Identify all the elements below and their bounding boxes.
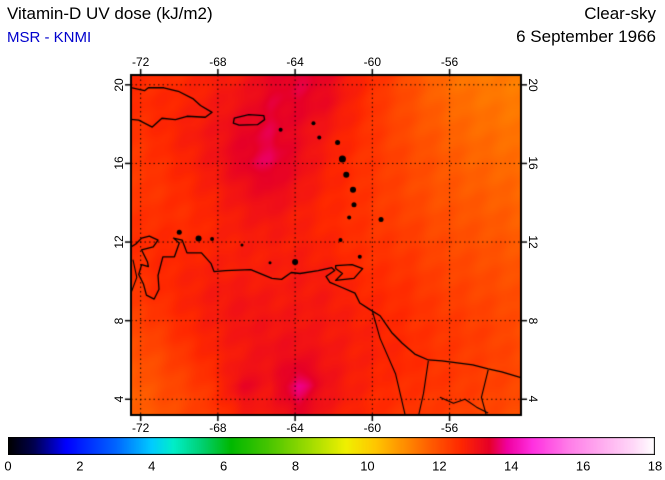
x-axis-label-top: -56	[440, 55, 459, 69]
colorbar-tick-label: 2	[76, 458, 84, 474]
x-axis-label-top: -72	[131, 55, 150, 69]
colorbar-tick-label: 16	[575, 458, 591, 474]
y-axis-label-right: 4	[526, 395, 540, 403]
colorbar-canvas	[8, 437, 655, 455]
y-axis-label-left: 20	[112, 78, 126, 92]
colorbar-tick-label: 8	[291, 458, 300, 474]
y-axis-label-right: 20	[526, 78, 540, 92]
x-axis-label-top: -64	[286, 55, 304, 69]
y-axis-label-left: 16	[112, 156, 126, 171]
colorbar-tick-label: 18	[647, 458, 663, 474]
colorbar-tick-label: 4	[148, 458, 156, 474]
colorbar-tick-label: 12	[432, 458, 447, 474]
y-axis-label-left: 12	[112, 235, 126, 249]
y-axis-label-left: 4	[112, 395, 126, 403]
colorbar-tick-label: 14	[503, 458, 519, 474]
sky-condition-label: Clear-sky	[584, 4, 656, 23]
y-axis-label-left: 8	[112, 317, 126, 324]
x-axis-label-top: -60	[363, 55, 381, 69]
date-label: 6 September 1966	[516, 27, 656, 46]
x-axis-label-top: -68	[209, 55, 227, 69]
colorbar-tick-label: 10	[360, 458, 375, 474]
chart-title: Vitamin-D UV dose (kJ/m2)	[7, 4, 213, 23]
y-axis-label-right: 12	[526, 235, 540, 249]
y-axis-label-right: 16	[526, 156, 540, 171]
x-axis-label-bottom: -72	[131, 421, 150, 435]
x-axis-label-bottom: -64	[286, 421, 304, 435]
map-canvas	[123, 67, 529, 423]
source-label: MSR - KNMI	[7, 29, 92, 46]
y-axis-label-right: 8	[526, 317, 540, 324]
x-axis-label-bottom: -68	[209, 421, 227, 435]
colorbar-tick-label: 6	[220, 458, 228, 474]
colorbar-tick-label: 0	[4, 458, 12, 474]
x-axis-label-bottom: -60	[363, 421, 381, 435]
x-axis-label-bottom: -56	[440, 421, 459, 435]
